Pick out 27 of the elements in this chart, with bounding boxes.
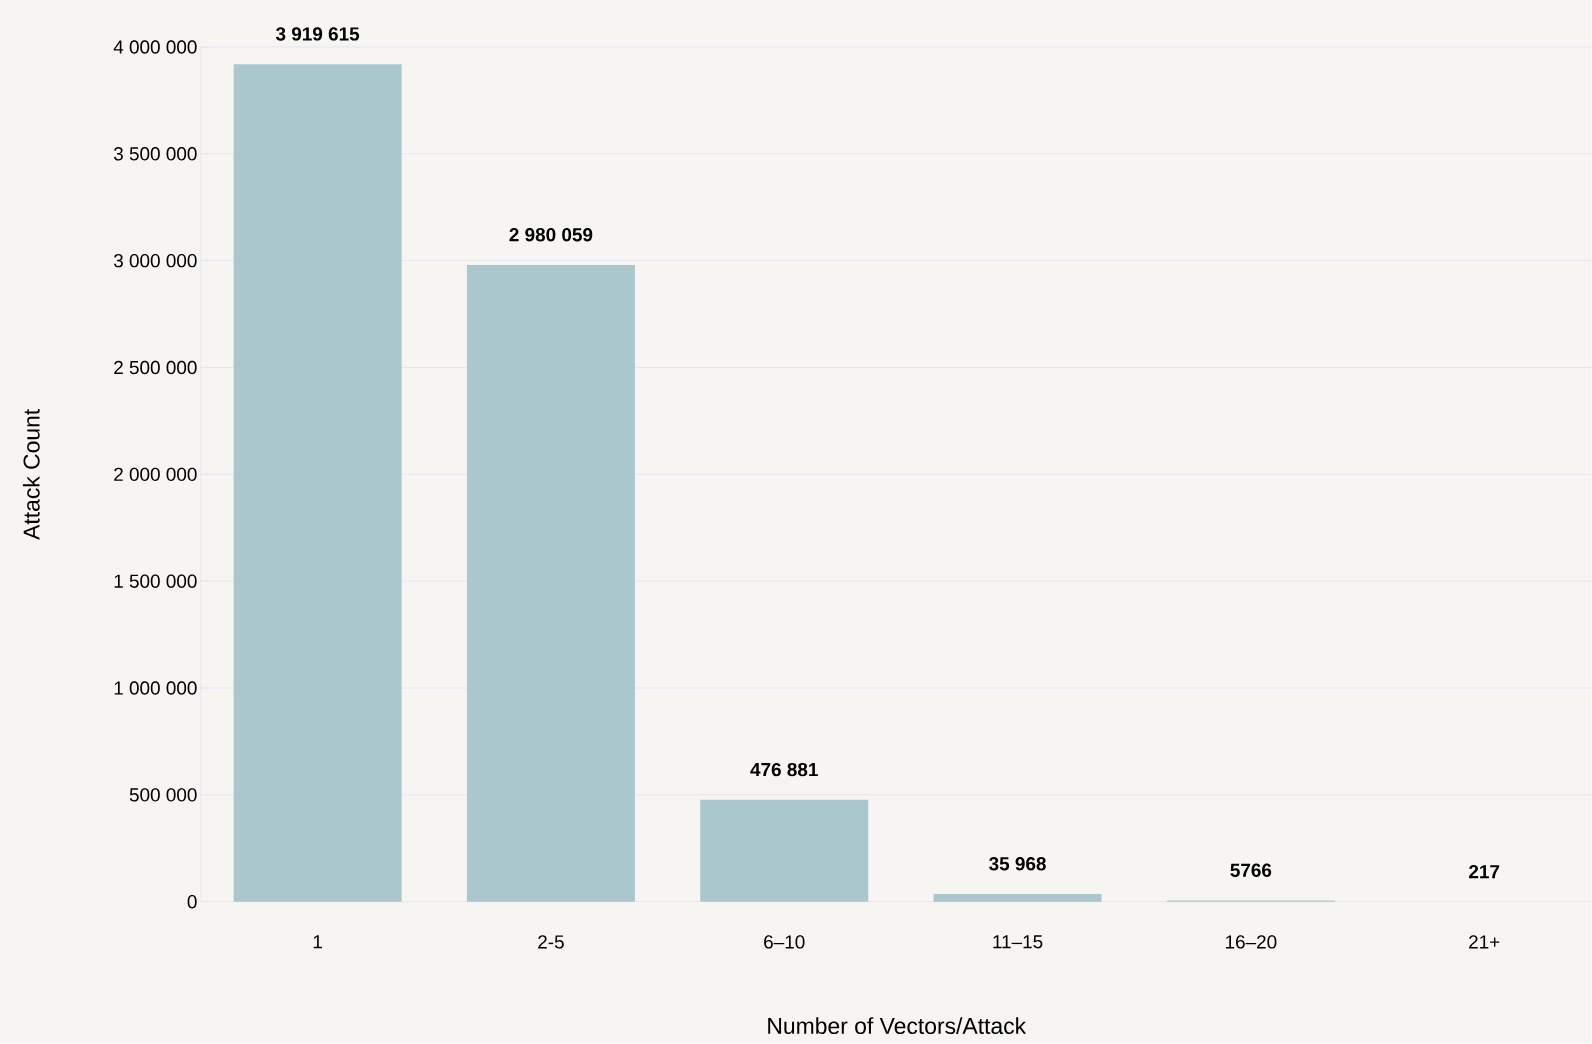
bar xyxy=(933,894,1102,902)
y-tick-label: 500 000 xyxy=(129,788,197,802)
y-tick-label: 2 500 000 xyxy=(114,360,197,375)
x-tick-label: 21+ xyxy=(1469,935,1500,949)
bar xyxy=(700,799,869,902)
x-axis-title: Number of Vectors/Attack xyxy=(768,1017,1027,1035)
x-tick-label: 6–10 xyxy=(764,935,805,949)
data-label: 476 881 xyxy=(750,763,818,777)
data-label: 3 919 615 xyxy=(275,27,360,41)
y-axis-title: Attack Count xyxy=(22,409,40,541)
y-tick-label: 3 500 000 xyxy=(113,147,197,161)
data-label: 5766 xyxy=(1230,863,1272,878)
bar xyxy=(466,265,635,902)
data-label: 35 968 xyxy=(989,857,1046,871)
data-label: 2 980 059 xyxy=(509,228,593,242)
x-tick-label: 1 xyxy=(313,935,322,949)
y-tick-label: 1 000 000 xyxy=(114,681,197,695)
bar xyxy=(233,64,402,902)
y-tick-label: 1 500 000 xyxy=(114,574,197,589)
x-tick-label: 16–20 xyxy=(1226,935,1277,949)
y-tick-label: 0 xyxy=(187,895,197,909)
x-tick-label: 2-5 xyxy=(538,935,564,949)
y-tick-label: 4 000 000 xyxy=(113,40,197,54)
y-tick-label: 2 000 000 xyxy=(114,467,197,482)
y-tick-label: 3 000 000 xyxy=(113,254,197,268)
data-label: 217 xyxy=(1469,865,1500,879)
x-tick-label: 11–15 xyxy=(993,935,1043,949)
